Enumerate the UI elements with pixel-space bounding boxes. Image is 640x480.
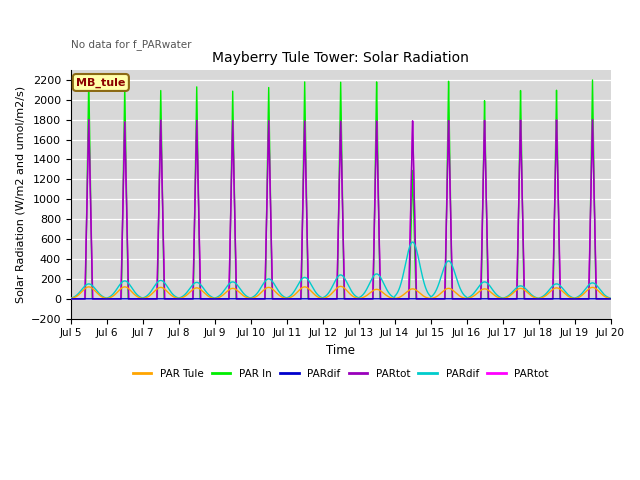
Title: Mayberry Tule Tower: Solar Radiation: Mayberry Tule Tower: Solar Radiation [212, 50, 469, 64]
Legend: PAR Tule, PAR In, PARdif, PARtot, PARdif, PARtot: PAR Tule, PAR In, PARdif, PARtot, PARdif… [129, 365, 553, 383]
Text: MB_tule: MB_tule [76, 77, 125, 88]
Text: No data for f_PARwater: No data for f_PARwater [71, 39, 191, 50]
Y-axis label: Solar Radiation (W/m2 and umol/m2/s): Solar Radiation (W/m2 and umol/m2/s) [15, 86, 25, 303]
X-axis label: Time: Time [326, 344, 355, 357]
